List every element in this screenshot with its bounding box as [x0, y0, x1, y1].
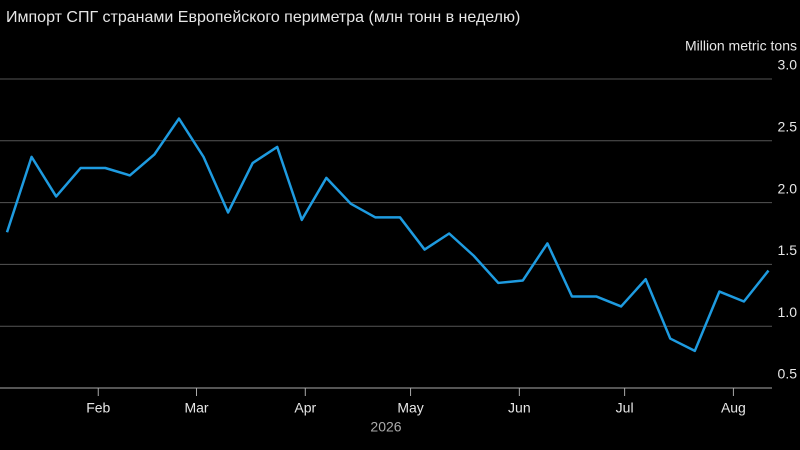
- y-tick-label: 3.0: [778, 57, 798, 73]
- y-tick-label: 2.0: [778, 180, 798, 196]
- y-tick-label: 1.0: [778, 304, 798, 320]
- y-unit-label: Million metric tons: [685, 38, 797, 54]
- x-tick-label: Apr: [294, 400, 316, 416]
- x-year-label: 2026: [370, 419, 401, 435]
- data-line: [5, 117, 770, 353]
- y-tick-label: 0.5: [778, 366, 798, 382]
- x-tick-label: Jul: [616, 400, 634, 416]
- y-tick-label: 2.5: [778, 119, 798, 135]
- x-tick-label: Feb: [86, 400, 110, 416]
- chart-title: Импорт СПГ странами Европейского перимет…: [6, 9, 520, 26]
- x-tick-label: May: [397, 400, 423, 416]
- x-tick-label: Jun: [508, 400, 531, 416]
- x-tick-label: Mar: [184, 400, 208, 416]
- x-tick-label: Aug: [721, 400, 746, 416]
- y-tick-label: 1.5: [778, 242, 798, 258]
